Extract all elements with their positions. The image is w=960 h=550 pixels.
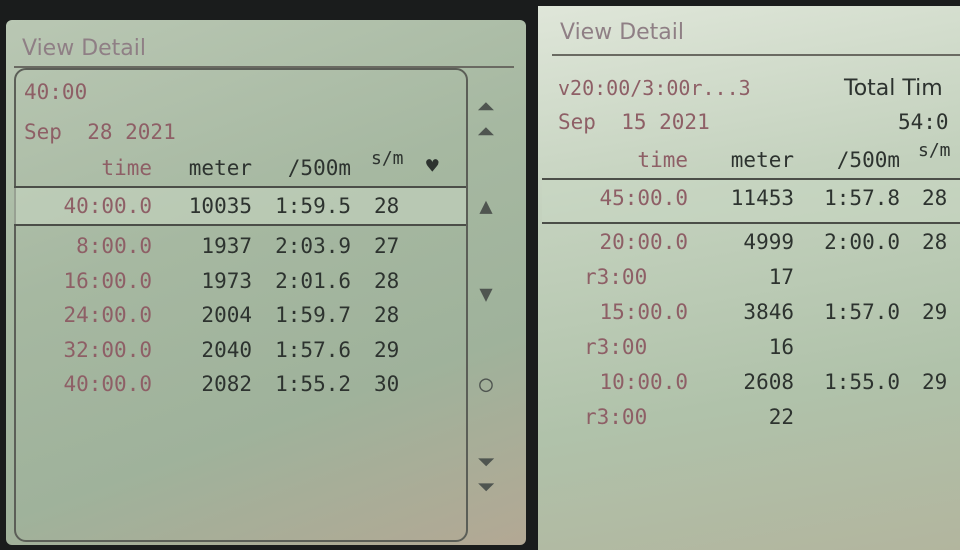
row-spm: 28 [374,303,400,327]
row-time: 40:00.0 [63,372,152,396]
col-spm: s/m [371,148,404,169]
row-time: 32:00.0 [63,337,152,362]
row-spm: 29 [374,337,400,362]
detail-panel [14,68,468,542]
up-icon[interactable]: ▲ [479,194,493,219]
view-title: View Detail [560,20,685,45]
summary-pace: 1:57.8 [824,186,900,210]
double-up-icon[interactable]: ⏶ ⏶ [477,95,495,145]
row-meter: 1937 [201,234,252,258]
right-monitor-screen: View Detail v20:00/3:00r...3 Total Tim S… [538,6,960,550]
col-spm: s/m [918,140,951,161]
row-spm: 27 [374,234,400,258]
row-meter: 2082 [201,372,252,396]
row-pace: 1:55.2 [275,372,351,396]
row-meter: 2040 [201,337,252,362]
row-pace: 1:57.0 [824,300,900,324]
row-meter: 17 [768,265,794,289]
row-pace: 1:55.0 [824,370,900,394]
row-pace: 2:01.6 [275,268,351,293]
row-spm: 29 [922,370,948,394]
col-pace: /500m [287,156,351,180]
row-meter: 4999 [743,230,794,254]
summary-spm: 28 [922,186,948,210]
row-rest: r3:00 [584,335,648,359]
row-pace: 2:00.0 [824,230,900,254]
summary-row [14,186,466,226]
row-time: 15:00.0 [599,300,688,324]
col-meter: meter [188,156,252,180]
row-meter: 2608 [743,370,794,394]
row-time: 24:00.0 [63,303,152,327]
summary-meter: 10035 [188,194,252,218]
circle-icon[interactable]: ◯ [479,372,493,397]
row-rest: r3:00 [584,265,648,289]
workout-name: 40:00 [24,80,88,104]
row-spm: 28 [374,268,400,293]
row-pace: 1:57.6 [275,337,351,362]
row-meter: 16 [768,335,794,359]
row-time: 16:00.0 [63,268,152,293]
down-icon[interactable]: ▼ [479,282,493,307]
row-meter: 2004 [201,303,252,327]
summary-time: 45:00.0 [599,186,688,210]
row-meter: 1973 [201,268,252,293]
col-pace: /500m [836,148,900,172]
workout-date: Sep 28 2021 [24,120,176,144]
summary-meter: 11453 [730,186,794,210]
summary-row [542,178,960,224]
total-time-label: Total Tim [844,76,943,101]
col-time: time [101,156,152,180]
row-pace: 1:59.7 [275,303,351,327]
row-spm: 28 [922,230,948,254]
view-title: View Detail [22,36,147,61]
row-time: 20:00.0 [599,230,688,254]
row-meter: 3846 [743,300,794,324]
row-meter: 22 [768,405,794,429]
summary-pace: 1:59.5 [275,194,351,218]
summary-time: 40:00.0 [63,194,152,218]
left-monitor-screen: View Detail 40:00 Sep 28 2021 time meter… [6,20,526,545]
row-spm: 30 [374,372,400,396]
row-pace: 2:03.9 [275,234,351,258]
total-time-value: 54:0 [898,110,949,134]
heart-icon: ♥ [426,154,439,178]
row-time: 10:00.0 [599,370,688,394]
double-down-icon[interactable]: ⏷ ⏷ [477,450,495,500]
workout-name: v20:00/3:00r...3 [558,76,751,100]
workout-date: Sep 15 2021 [558,110,710,134]
col-meter: meter [730,148,794,172]
col-time: time [637,148,688,172]
summary-spm: 28 [374,194,400,218]
row-spm: 29 [922,300,948,324]
row-rest: r3:00 [584,405,648,429]
row-time: 8:00.0 [76,234,152,258]
